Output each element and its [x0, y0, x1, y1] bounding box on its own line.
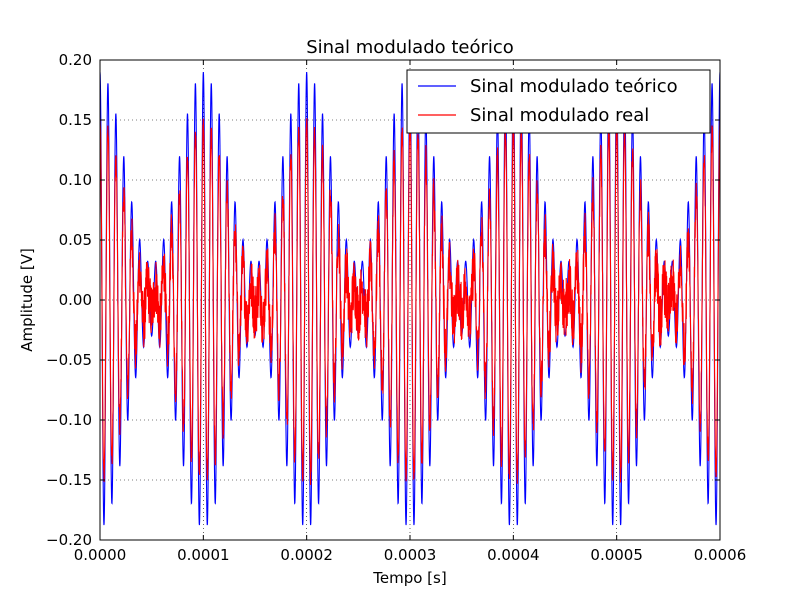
legend: Sinal modulado teórico Sinal modulado re…	[406, 69, 711, 134]
y-tick-label: 0.10	[59, 171, 92, 189]
legend-box	[406, 69, 711, 134]
x-tick-label: 0.0004	[487, 546, 540, 564]
y-tick-label: 0.05	[59, 231, 92, 249]
x-tick-label: 0.0006	[694, 546, 747, 564]
y-tick-label: −0.05	[46, 351, 92, 369]
y-tick-label: 0.00	[59, 291, 92, 309]
y-tick-label: −0.20	[46, 531, 92, 549]
x-tick-label: 0.0002	[280, 546, 333, 564]
x-tick-label: 0.0000	[74, 546, 127, 564]
y-tick-label: −0.15	[46, 471, 92, 489]
chart-title: Sinal modulado teórico	[306, 37, 514, 58]
y-tick-label: 0.20	[59, 51, 92, 69]
legend-label-theoretical: Sinal modulado teórico	[470, 76, 678, 97]
axis-ticks: 0.0000 0.0001 0.0002 0.0003 0.0004 0.0005 0.00…	[46, 51, 746, 564]
y-axis-label: Amplitude [V]	[18, 248, 36, 352]
x-tick-label: 0.0005	[590, 546, 643, 564]
x-axis-label: Tempo [s]	[372, 569, 446, 587]
y-tick-label: 0.15	[59, 111, 92, 129]
x-tick-label: 0.0003	[384, 546, 437, 564]
y-tick-label: −0.10	[46, 411, 92, 429]
x-tick-label: 0.0001	[177, 546, 230, 564]
legend-label-real: Sinal modulado real	[470, 105, 649, 126]
